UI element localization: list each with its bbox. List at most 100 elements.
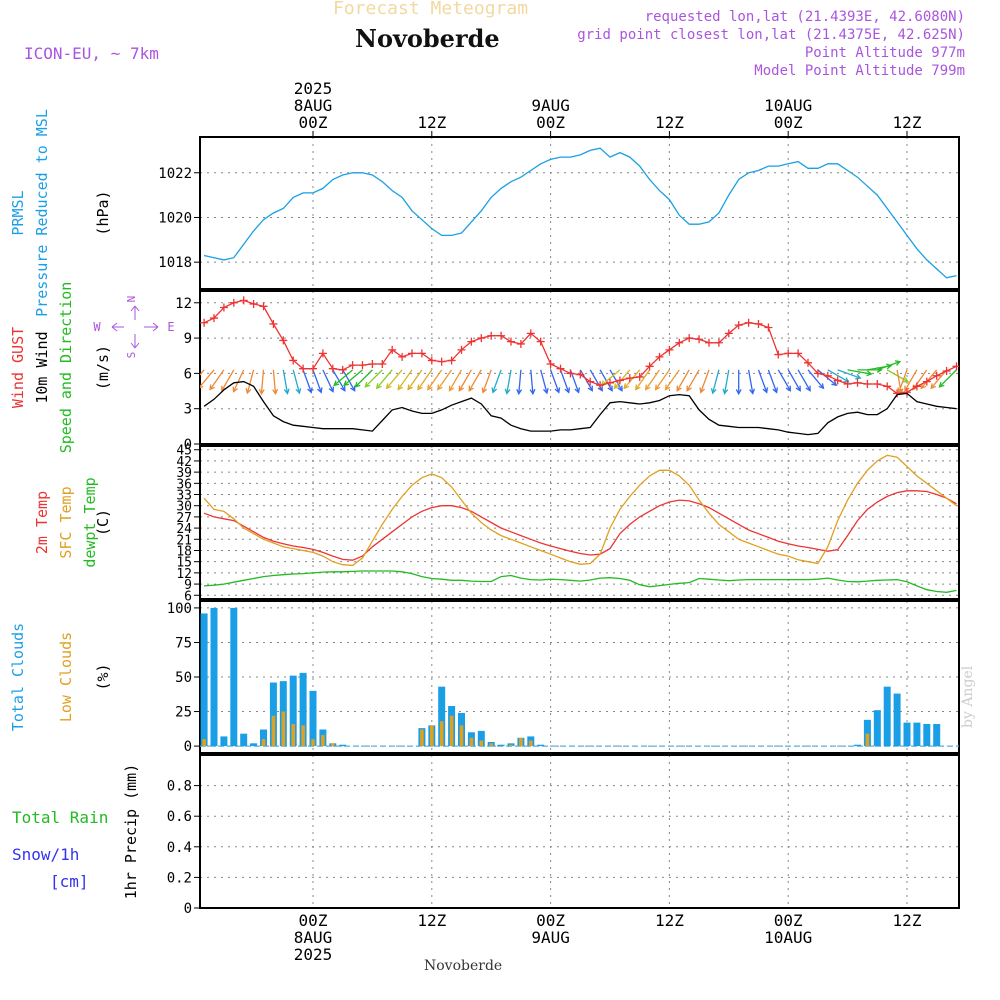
wind-arrow-head xyxy=(245,388,252,395)
panel-label: Snow/1h xyxy=(12,845,79,864)
wind-arrow xyxy=(817,369,837,386)
gust-marker xyxy=(398,352,407,361)
gust-marker xyxy=(774,350,783,359)
low-cloud-bar xyxy=(439,721,444,747)
gust-marker xyxy=(893,389,902,398)
top-time-label: 00Z xyxy=(774,113,803,132)
low-cloud-bar xyxy=(202,739,206,747)
panel-label: Wind GUST xyxy=(9,327,27,408)
panel-plot-1 xyxy=(200,296,959,436)
total-cloud-bar xyxy=(477,730,485,747)
wind-arrow-head xyxy=(699,387,705,394)
wind-arrow xyxy=(898,369,908,393)
wind-arrow-head xyxy=(886,363,893,370)
total-cloud-bar xyxy=(289,675,297,747)
gust-marker xyxy=(754,319,763,328)
total-cloud-bar xyxy=(309,690,317,747)
wind-arrow xyxy=(559,369,570,393)
wind-arrow-head xyxy=(317,387,323,394)
top-time-label: 9AUG xyxy=(531,96,570,115)
bottom-time-label: 8AUG xyxy=(294,928,333,947)
gust-marker xyxy=(507,337,515,346)
gust-marker xyxy=(338,365,347,374)
y-tick-label: 6 xyxy=(184,589,192,604)
model-label: ICON-EU, ~ 7km xyxy=(24,44,159,63)
wind-arrow xyxy=(807,369,824,389)
gust-marker xyxy=(249,299,258,308)
y-tick-label: 39 xyxy=(176,466,192,481)
total-cloud-bar xyxy=(883,686,891,747)
low-cloud-bar xyxy=(529,740,533,747)
wind-arrow-head xyxy=(623,383,630,390)
low-cloud-bar xyxy=(321,735,325,747)
y-tick-label: 15 xyxy=(176,556,192,571)
gust-marker xyxy=(586,377,595,386)
wind-arrow-head xyxy=(894,360,902,366)
wind-arrow-head xyxy=(272,388,279,396)
wind-arrow-head xyxy=(920,383,927,390)
panel-label: PRMSL xyxy=(9,190,27,235)
model-altitude: Model Point Altitude 799m xyxy=(754,63,965,79)
wind-arrow-head xyxy=(749,388,755,395)
bottom-time-label: 00Z xyxy=(536,911,565,930)
panel-label: Speed and Direction xyxy=(57,282,75,454)
panel-frame xyxy=(199,445,960,600)
wind-arrow-head xyxy=(664,384,671,391)
gust-marker xyxy=(665,345,674,354)
low-cloud-bar xyxy=(489,743,493,747)
y-tick-label: 45 xyxy=(176,444,192,459)
total-cloud-bar xyxy=(903,722,911,747)
wind-arrow xyxy=(343,369,363,386)
wind-arrow xyxy=(613,369,631,389)
gust-marker xyxy=(922,377,931,386)
wind-arrow-head xyxy=(805,385,811,392)
gust-marker xyxy=(408,349,416,358)
wind-arrow xyxy=(700,369,710,393)
panel-plot-0 xyxy=(203,147,957,279)
wind-arrow xyxy=(492,369,502,393)
panel-frame xyxy=(199,136,960,290)
y-tick-label: 25 xyxy=(175,705,192,721)
bottom-time-label: 9AUG xyxy=(531,928,570,947)
wind-arrow xyxy=(333,369,354,386)
panel-label: 2m Temp xyxy=(33,491,51,554)
low-cloud-bar xyxy=(271,715,276,747)
gust-marker xyxy=(744,318,753,327)
gust-marker xyxy=(219,303,228,312)
series-line xyxy=(204,570,957,593)
wind-arrow-head xyxy=(542,388,549,395)
wind-arrow-head xyxy=(855,373,862,380)
wind-arrow xyxy=(292,369,301,394)
low-cloud-bar xyxy=(865,733,870,747)
y-tick-label: 24 xyxy=(176,522,192,537)
gust-marker xyxy=(932,371,941,380)
wind-arrow xyxy=(747,369,754,394)
wind-arrow xyxy=(904,369,918,391)
wind-arrow-head xyxy=(676,385,682,392)
wind-arrow xyxy=(712,369,720,394)
series-line xyxy=(203,454,957,567)
top-time-label: 00Z xyxy=(299,113,328,132)
y-tick-label: 21 xyxy=(176,533,192,548)
gust-marker xyxy=(794,349,803,358)
gust-marker xyxy=(853,378,862,387)
y-tick-label: 1022 xyxy=(158,166,192,182)
gust-marker xyxy=(635,372,644,381)
gust-marker xyxy=(615,376,624,385)
gust-marker xyxy=(625,374,634,383)
gust-marker xyxy=(675,338,684,347)
gust-marker xyxy=(863,379,872,388)
wind-arrow-head xyxy=(897,387,903,394)
wind-arrow-head xyxy=(258,388,265,396)
requested-coords: requested lon,lat (21.4393E, 42.6080N) xyxy=(644,9,965,25)
wind-arrow xyxy=(877,361,901,371)
unit-label: (m/s) xyxy=(94,345,112,390)
total-cloud-bar xyxy=(854,744,861,747)
gust-marker xyxy=(705,338,713,347)
total-cloud-bar xyxy=(863,719,871,747)
total-cloud-bar xyxy=(230,607,238,747)
gust-marker xyxy=(467,337,476,346)
wind-arrow xyxy=(232,369,245,392)
gust-marker xyxy=(497,331,506,340)
gust-marker xyxy=(912,382,921,391)
